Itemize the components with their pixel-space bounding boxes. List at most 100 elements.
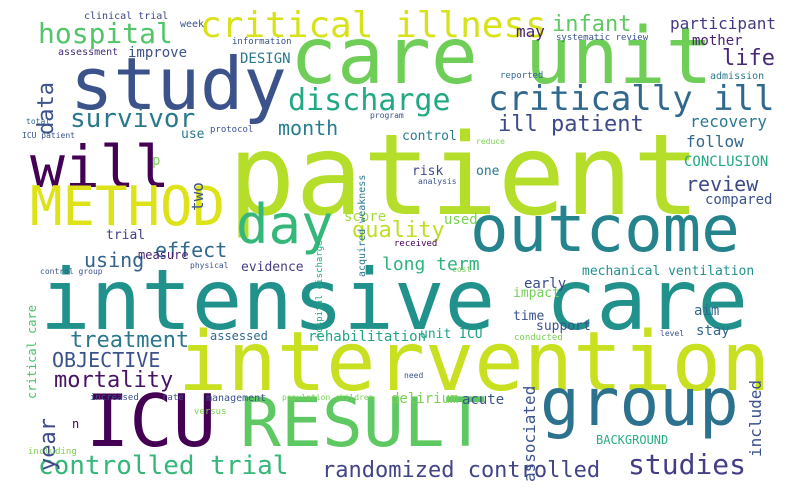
cloud-word: acute <box>462 392 505 408</box>
cloud-word: two <box>188 182 207 211</box>
cloud-word: intervention <box>178 315 771 410</box>
cloud-word: clinical trial <box>84 11 169 22</box>
cloud-word: stay <box>696 323 730 339</box>
cloud-word: hospital discharge <box>315 240 325 338</box>
cloud-word: METHOD <box>30 175 226 238</box>
cloud-word: early <box>524 276 567 292</box>
cloud-word: information <box>232 37 292 47</box>
cloud-word: CONCLUSION <box>684 154 769 170</box>
cloud-word: randomized controlled <box>322 458 601 483</box>
cloud-word: improve <box>128 45 188 61</box>
cloud-word: received <box>394 239 438 249</box>
cloud-word: support <box>536 319 591 334</box>
cloud-word: care unit <box>290 12 713 102</box>
cloud-word: trial <box>106 228 146 243</box>
cloud-word: intensive care <box>40 251 749 349</box>
cloud-word: score <box>344 209 387 225</box>
cloud-word: participant <box>670 14 776 33</box>
cloud-word: control group <box>40 267 103 276</box>
cloud-word: evidence <box>241 260 304 275</box>
cloud-word: assessed <box>210 329 268 343</box>
cloud-word: time <box>513 309 545 324</box>
cloud-word: n <box>72 417 80 431</box>
cloud-word: ICU patient <box>22 131 75 140</box>
cloud-word: BACKGROUND <box>596 433 669 447</box>
cloud-word: impact <box>513 286 560 301</box>
cloud-word: RESULT <box>240 384 486 463</box>
cloud-word: controlled trial <box>38 451 289 481</box>
cloud-word: using <box>84 248 145 272</box>
cloud-word: assessment <box>58 47 119 58</box>
cloud-word: recovery <box>690 112 768 131</box>
cloud-word: patient <box>228 111 701 241</box>
cloud-word: increased <box>90 393 139 403</box>
cloud-word: discharge <box>288 83 451 118</box>
cloud-word: reported <box>500 71 544 81</box>
cloud-word: may <box>516 22 545 41</box>
cloud-word: management <box>206 393 267 404</box>
cloud-word: quality <box>352 218 445 243</box>
cloud-word: will <box>30 133 170 201</box>
cloud-word: included <box>746 379 765 457</box>
cloud-word: ICU <box>86 379 217 463</box>
cloud-word: day <box>236 193 334 256</box>
cloud-word: protocol <box>210 125 254 135</box>
cloud-word: critical illness <box>200 5 547 46</box>
cloud-word: rehabilitation <box>308 329 427 345</box>
cloud-word: week <box>180 19 205 30</box>
cloud-word: acquired weakness <box>357 174 368 277</box>
cloud-word: year <box>36 418 61 471</box>
cloud-word: risk <box>412 164 444 179</box>
cloud-word: follow <box>686 132 744 151</box>
cloud-word: cost <box>452 265 472 274</box>
cloud-word: mortality <box>54 368 174 393</box>
cloud-word: treatment <box>70 328 190 353</box>
cloud-word: life <box>722 46 775 71</box>
cloud-word: rate <box>162 393 184 403</box>
cloud-word: aim <box>694 303 720 319</box>
cloud-word: studies <box>628 448 747 481</box>
cloud-word: study <box>70 42 287 126</box>
cloud-word: outcome <box>470 193 740 267</box>
cloud-word: effect <box>155 238 228 262</box>
cloud-word: mechanical ventilation <box>582 264 755 279</box>
cloud-word: associated <box>520 385 539 482</box>
cloud-word: month <box>278 116 339 140</box>
cloud-word: group <box>540 364 739 441</box>
cloud-word: need <box>404 371 424 380</box>
cloud-word: delirium <box>391 391 459 407</box>
cloud-word: including <box>28 447 77 457</box>
cloud-word: population children <box>282 393 374 402</box>
cloud-word: systematic review <box>556 33 649 43</box>
cloud-word: unit ICU <box>420 327 483 342</box>
cloud-word: admission <box>710 71 765 82</box>
cloud-word: level <box>660 329 685 338</box>
cloud-word: survivor <box>70 104 196 134</box>
cloud-word: review <box>686 172 759 196</box>
cloud-word: data <box>34 82 59 135</box>
cloud-word: analysis <box>418 177 457 186</box>
cloud-word: hospital <box>38 17 173 50</box>
cloud-word: measure <box>138 248 189 262</box>
cloud-word: OBJECTIVE <box>52 348 161 372</box>
cloud-word: use <box>181 127 205 142</box>
cloud-word: program <box>370 111 404 120</box>
cloud-word: critically ill <box>488 79 775 119</box>
cloud-word: ill patient <box>498 112 644 137</box>
cloud-word: DESIGN <box>240 51 291 67</box>
cloud-word: used <box>444 212 478 228</box>
cloud-word: total <box>26 117 51 126</box>
cloud-word: conducted <box>514 333 563 343</box>
cloud-word: versus <box>194 407 227 417</box>
cloud-word: mother <box>692 33 743 49</box>
cloud-word: infant <box>552 12 632 37</box>
cloud-word: compared <box>705 192 773 208</box>
cloud-word: critical care <box>25 305 39 399</box>
cloud-word: reduce <box>476 137 505 146</box>
cloud-word: p <box>152 153 161 169</box>
cloud-word: physical <box>190 261 229 270</box>
cloud-word: one <box>476 164 500 179</box>
cloud-word: control <box>402 129 457 144</box>
cloud-word: long term <box>382 254 480 275</box>
